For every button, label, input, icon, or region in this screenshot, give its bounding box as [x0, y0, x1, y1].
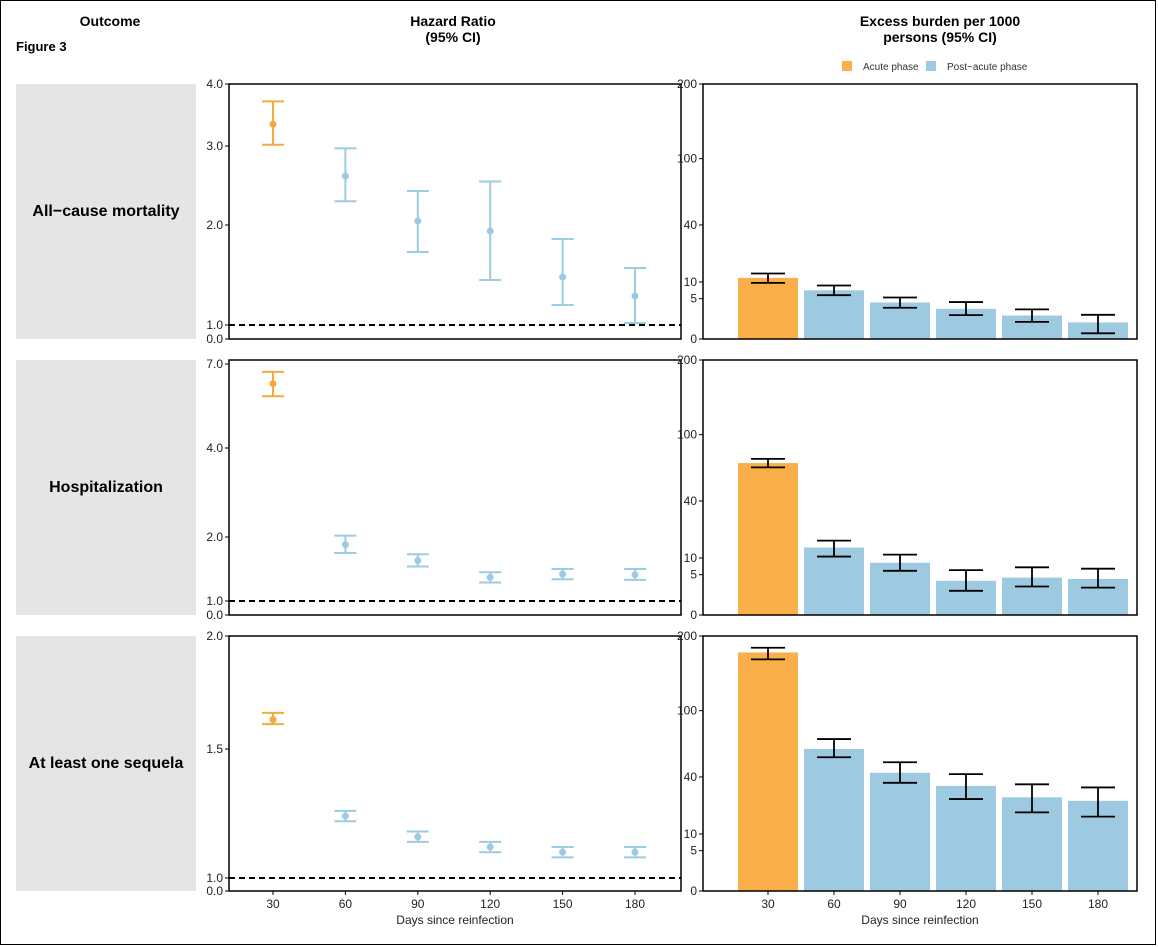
hr-y-tick-label: 4.0 [206, 77, 223, 91]
burden-y-tick-label: 200 [677, 77, 697, 91]
burden-x-tick-label: 90 [893, 897, 907, 911]
outcome-strip-sequela: At least one sequela [16, 636, 196, 891]
hr-x-tick-label: 30 [266, 897, 280, 911]
hr-point [486, 843, 494, 851]
outcome-label-mortality: All−cause mortality [32, 202, 180, 220]
burden-bar [804, 749, 864, 891]
outcome-strip-mortality: All−cause mortality [16, 84, 196, 339]
burden-x-tick-label: 30 [761, 897, 775, 911]
outcome-header: Outcome [79, 13, 141, 29]
hr-y-tick-label: 0.0 [206, 884, 223, 898]
hr-x-tick-label: 60 [339, 897, 353, 911]
burden-y-tick-label: 5 [690, 292, 697, 306]
burden-x-tick-label: 60 [827, 897, 841, 911]
hr-y-tick-label: 0.0 [206, 608, 223, 622]
burden-x-tick-label: 120 [956, 897, 976, 911]
hr-y-tick-label: 3.0 [206, 139, 223, 153]
hr-y-tick-label: 4.0 [206, 441, 223, 455]
burden-y-tick-label: 5 [690, 844, 697, 858]
hr-point [559, 570, 567, 578]
hr-point [269, 716, 277, 724]
burden-x-tick-label: 150 [1022, 897, 1042, 911]
hr-point [631, 848, 639, 856]
burden-bar [804, 290, 864, 339]
burden-bar [738, 277, 798, 339]
excess-burden-header: Excess burden per 1000 persons (95% CI) [820, 13, 1060, 45]
burden-y-tick-label: 5 [690, 568, 697, 582]
burden-y-tick-label: 40 [684, 770, 698, 784]
hr-x-tick-label: 180 [625, 897, 645, 911]
hr-point [631, 571, 639, 579]
legend-swatch-0 [842, 61, 852, 71]
hr-y-tick-label: 1.0 [206, 871, 223, 885]
burden-panel-border-0 [702, 83, 1138, 340]
hr-point [486, 573, 494, 581]
hr-x-axis-title: Days since reinfection [396, 913, 513, 927]
hr-panel-border-0 [228, 83, 682, 340]
burden-y-tick-label: 0 [690, 608, 697, 622]
hr-point [341, 812, 349, 820]
hr-x-tick-label: 90 [411, 897, 425, 911]
burden-x-tick-label: 180 [1088, 897, 1108, 911]
legend-swatch-1 [926, 61, 936, 71]
outcome-label-hospitalization: Hospitalization [49, 478, 163, 496]
hr-point [341, 541, 349, 549]
hr-point [414, 217, 422, 225]
hr-point [414, 833, 422, 841]
hr-point [631, 292, 639, 300]
outcome-label-sequela: At least one sequela [28, 754, 184, 772]
legend-label-1: Post−acute phase [947, 62, 1028, 73]
hazard-ratio-header-text: Hazard Ratio (95% CI) [410, 13, 496, 45]
hr-point [414, 557, 422, 565]
hr-point [559, 273, 567, 281]
burden-bar [804, 547, 864, 615]
hr-panel-border-1 [228, 359, 682, 616]
hr-point [486, 227, 494, 235]
hr-y-tick-label: 2.0 [206, 629, 223, 643]
hr-x-tick-label: 120 [480, 897, 500, 911]
hr-point [269, 380, 277, 388]
legend-label-0: Acute phase [863, 62, 919, 73]
figure-label: Figure 3 [16, 39, 67, 54]
hr-y-tick-label: 1.0 [206, 594, 223, 608]
hr-point [341, 172, 349, 180]
burden-x-axis-title: Days since reinfection [861, 913, 978, 927]
hr-y-tick-label: 0.0 [206, 332, 223, 346]
burden-bar [738, 463, 798, 615]
burden-bar [738, 652, 798, 891]
hr-y-tick-label: 1.5 [206, 742, 223, 756]
hr-y-tick-label: 2.0 [206, 218, 223, 232]
burden-y-tick-label: 0 [690, 884, 697, 898]
hr-point [559, 848, 567, 856]
burden-y-tick-label: 10 [684, 827, 698, 841]
burden-panel-border-1 [702, 359, 1138, 616]
burden-y-tick-label: 40 [684, 494, 698, 508]
burden-y-tick-label: 200 [677, 353, 697, 367]
hr-y-tick-label: 1.0 [206, 318, 223, 332]
burden-y-tick-label: 200 [677, 629, 697, 643]
excess-burden-header-text: Excess burden per 1000 persons (95% CI) [859, 13, 1021, 45]
hr-x-tick-label: 150 [553, 897, 573, 911]
burden-y-tick-label: 40 [684, 218, 698, 232]
burden-y-tick-label: 100 [677, 428, 697, 442]
hr-y-tick-label: 7.0 [206, 357, 223, 371]
burden-panel-border-2 [702, 635, 1138, 892]
burden-y-tick-label: 0 [690, 332, 697, 346]
outcome-strip-hospitalization: Hospitalization [16, 360, 196, 615]
burden-y-tick-label: 100 [677, 152, 697, 166]
hr-panel-border-2 [228, 635, 682, 892]
burden-bar [870, 772, 930, 891]
hr-point [269, 120, 277, 128]
hr-y-tick-label: 2.0 [206, 530, 223, 544]
burden-y-tick-label: 10 [684, 275, 698, 289]
burden-y-tick-label: 10 [684, 551, 698, 565]
burden-bar [936, 785, 996, 891]
burden-y-tick-label: 100 [677, 704, 697, 718]
hazard-ratio-header: Hazard Ratio (95% CI) [353, 13, 553, 45]
